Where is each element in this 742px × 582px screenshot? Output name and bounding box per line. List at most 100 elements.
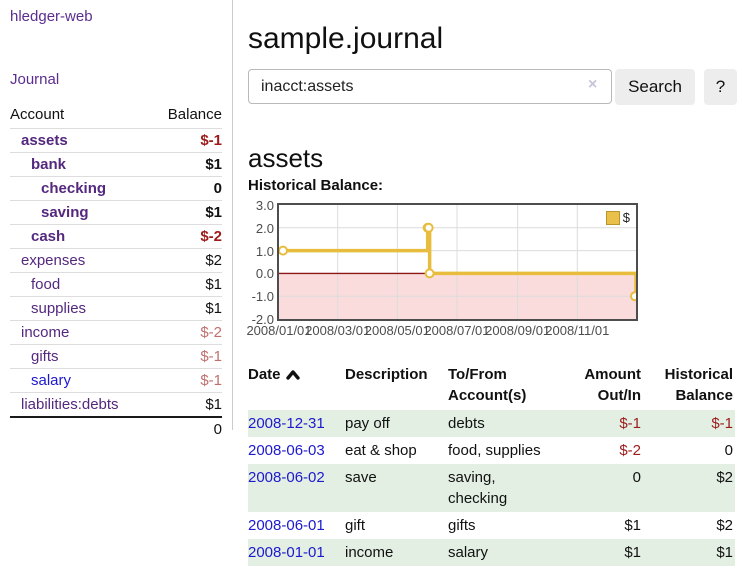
account-balance: 0 — [151, 176, 222, 201]
clear-search-icon[interactable]: × — [588, 76, 598, 93]
account-balance: $1 — [151, 152, 222, 177]
amount-column-header: Amount Out/In — [584, 366, 641, 404]
transaction-amount: $-2 — [619, 442, 641, 459]
transaction-balance: $1 — [716, 544, 733, 561]
x-axis-tick-label: 2008/09/01 — [485, 323, 551, 338]
accounts-total-row: 0 — [10, 416, 222, 441]
account-balance: $1 — [151, 272, 222, 297]
account-row: assets $-1 — [10, 128, 222, 153]
account-row: supplies $1 — [10, 296, 222, 321]
search-button[interactable]: Search — [615, 69, 695, 105]
page-title: sample.journal — [248, 22, 444, 56]
transactions-table: Date Description To/From Account(s) Amou… — [248, 362, 735, 566]
balance-column-header: Historical Balance — [664, 366, 733, 404]
y-axis-tick-label: 1.0 — [255, 243, 274, 259]
sidebar: hledger-web Journal Account Balance asse… — [0, 0, 233, 441]
chart-title: Historical Balance: — [248, 177, 384, 194]
account-link-saving[interactable]: saving — [41, 204, 89, 221]
transaction-description: save — [345, 469, 377, 486]
x-axis-tick-label: 2008/05/01 — [364, 323, 430, 338]
account-balance: $-2 — [151, 320, 222, 345]
transaction-date-link[interactable]: 2008-12-31 — [248, 415, 325, 432]
account-link-assets[interactable]: assets — [21, 132, 68, 149]
account-link-checking[interactable]: checking — [41, 180, 107, 197]
transaction-amount: $-1 — [619, 415, 641, 432]
transaction-amount: $1 — [624, 544, 641, 561]
chart-legend: $ — [605, 210, 630, 225]
transaction-accounts: saving, checking — [448, 469, 508, 507]
transaction-balance: 0 — [724, 442, 733, 459]
app-title-link[interactable]: hledger-web — [10, 8, 93, 25]
account-row: salary $-1 — [10, 368, 222, 393]
chart-plot-area[interactable]: $ — [277, 203, 638, 321]
account-link-supplies[interactable]: supplies — [31, 300, 87, 317]
sort-ascending-icon — [285, 365, 300, 386]
transaction-description: eat & shop — [345, 442, 417, 459]
account-balance: $1 — [151, 296, 222, 321]
account-heading: assets — [248, 142, 324, 173]
account-link-gifts[interactable]: gifts — [31, 348, 59, 365]
transaction-description: gift — [345, 517, 366, 534]
account-link-income[interactable]: income — [21, 324, 70, 341]
transaction-date-link[interactable]: 2008-01-01 — [248, 544, 325, 561]
transaction-amount: 0 — [632, 469, 641, 486]
x-axis-tick-label: 2008/03/01 — [305, 323, 371, 338]
transaction-balance: $-1 — [711, 415, 733, 432]
search-bar: × Search ? — [248, 69, 742, 105]
accounts-total-balance: 0 — [151, 416, 222, 441]
accounts-table: Account Balance assets $-1 bank $1 check… — [10, 103, 222, 441]
account-balance: $-1 — [151, 128, 222, 153]
help-button[interactable]: ? — [704, 69, 737, 105]
legend-swatch-icon — [605, 210, 620, 225]
y-axis-tick-label: 0.0 — [255, 266, 274, 282]
transactions-header-row: Date Description To/From Account(s) Amou… — [248, 362, 735, 410]
accounts-table-header: Account Balance — [10, 103, 222, 129]
y-axis-tick-label: 3.0 — [255, 198, 274, 213]
transaction-date-link[interactable]: 2008-06-03 — [248, 442, 325, 459]
transaction-date-link[interactable]: 2008-06-02 — [248, 469, 325, 486]
account-balance: $2 — [151, 248, 222, 273]
transaction-date-link[interactable]: 2008-06-01 — [248, 517, 325, 534]
account-link-salary[interactable]: salary — [31, 372, 72, 389]
date-column-header[interactable]: Date — [248, 362, 345, 410]
transaction-row: 2008-01-01 income salary $1 $1 — [248, 539, 735, 566]
account-balance: $-2 — [151, 224, 222, 249]
account-balance: $-1 — [151, 368, 222, 393]
search-input[interactable] — [248, 69, 612, 104]
account-row: bank $1 — [10, 152, 222, 177]
account-row: expenses $2 — [10, 248, 222, 273]
account-row: cash $-2 — [10, 224, 222, 249]
account-link-liabilities-debts[interactable]: liabilities:debts — [21, 396, 119, 413]
account-balance: $1 — [151, 200, 222, 225]
account-link-expenses[interactable]: expenses — [21, 252, 86, 269]
transaction-row: 2008-06-02 save saving, checking 0 $2 — [248, 464, 735, 512]
account-link-cash[interactable]: cash — [31, 228, 66, 245]
transaction-row: 2008-06-01 gift gifts $1 $2 — [248, 512, 735, 539]
transaction-row: 2008-12-31 pay off debts $-1 $-1 — [248, 410, 735, 437]
transaction-description: income — [345, 544, 394, 561]
sidebar-item-journal[interactable]: Journal — [10, 71, 60, 88]
account-row: gifts $-1 — [10, 344, 222, 369]
account-balance: $-1 — [151, 344, 222, 369]
historical-balance-chart: $ 3.0 2.0 1.0 0.0 -1.0 -2.0 2008/01/01 2008/03… — [246, 196, 678, 341]
transaction-accounts: debts — [448, 415, 485, 432]
transaction-accounts: food, supplies — [448, 442, 541, 459]
balance-column-header: Balance — [167, 106, 222, 123]
transaction-accounts: salary — [448, 544, 489, 561]
transaction-balance: $2 — [716, 469, 733, 486]
description-column-header: Description — [345, 366, 428, 383]
y-axis-tick-label: 2.0 — [255, 220, 274, 236]
account-link-food[interactable]: food — [31, 276, 61, 293]
x-axis-tick-label: 2008/11/01 — [545, 323, 610, 338]
account-column-header: Account — [10, 106, 65, 123]
transaction-balance: $2 — [716, 517, 733, 534]
chart-plot-svg — [279, 205, 636, 319]
account-row: liabilities:debts $1 — [10, 392, 222, 417]
legend-label: $ — [622, 210, 630, 225]
account-row: saving $1 — [10, 200, 222, 225]
transaction-accounts: gifts — [448, 517, 476, 534]
x-axis-tick-label: 2008/07/01 — [424, 323, 490, 338]
account-link-bank[interactable]: bank — [31, 156, 67, 173]
transaction-description: pay off — [345, 415, 390, 432]
transaction-row: 2008-06-03 eat & shop food, supplies $-2… — [248, 437, 735, 464]
